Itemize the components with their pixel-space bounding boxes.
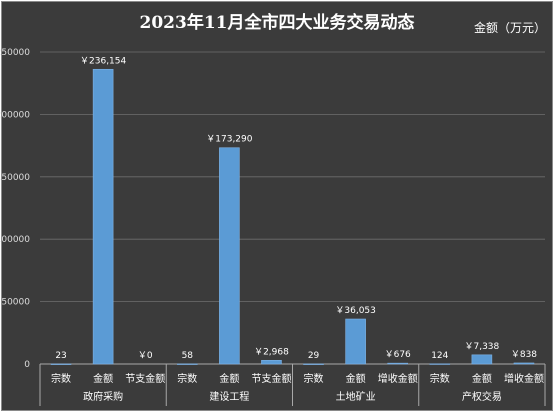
y-tick-label: 0	[24, 360, 30, 370]
data-label: ￥838	[511, 350, 537, 360]
data-label: ￥173,290	[206, 135, 252, 145]
y-tick-label: 200000	[0, 110, 30, 120]
data-label: ￥7,338	[464, 342, 499, 352]
category-label: 金额	[219, 372, 239, 385]
group-label: 建设工程	[209, 390, 249, 403]
category-label: 宗数	[304, 372, 324, 385]
category-label: 宗数	[51, 372, 71, 385]
bar	[429, 363, 451, 365]
bar	[471, 354, 493, 365]
data-label: ￥676	[385, 350, 411, 360]
chart-title: 2023年11月全市四大业务交易动态	[139, 13, 415, 33]
category-label: 节支金额	[125, 372, 165, 385]
bar	[345, 318, 366, 365]
category-label: 节支金额	[251, 372, 291, 385]
data-label: 23	[55, 351, 66, 361]
bar	[50, 363, 72, 365]
data-label: ￥36,053	[335, 306, 376, 316]
unit-label: 金额（万元）	[473, 21, 546, 35]
y-tick-label: 100000	[0, 235, 30, 245]
category-label: 宗数	[430, 372, 450, 385]
data-label: 58	[182, 351, 194, 361]
group-label: 政府采购	[83, 390, 123, 403]
data-label: 29	[308, 351, 320, 361]
category-label: 金额	[346, 372, 366, 385]
category-label: 金额	[93, 372, 113, 385]
group-label: 产权交易	[462, 390, 502, 403]
y-tick-label: 250000	[0, 48, 30, 58]
category-label: 增收金额	[378, 372, 418, 385]
bar	[219, 147, 240, 365]
bar	[387, 362, 409, 365]
category-label: 宗数	[177, 372, 197, 385]
y-tick-label: 50000	[1, 298, 30, 308]
data-label: ￥0	[138, 351, 153, 361]
bar	[92, 68, 114, 365]
y-tick-label: 150000	[0, 173, 30, 183]
data-label: ￥2,968	[254, 347, 289, 357]
bar	[261, 359, 282, 365]
bar	[513, 362, 535, 365]
bar	[303, 363, 324, 365]
category-label: 金额	[472, 372, 492, 385]
data-label: 124	[431, 351, 448, 361]
bar	[176, 363, 198, 365]
data-label: ￥236,154	[80, 56, 126, 66]
group-label: 土地矿业	[336, 390, 376, 403]
category-label: 增收金额	[504, 372, 544, 385]
